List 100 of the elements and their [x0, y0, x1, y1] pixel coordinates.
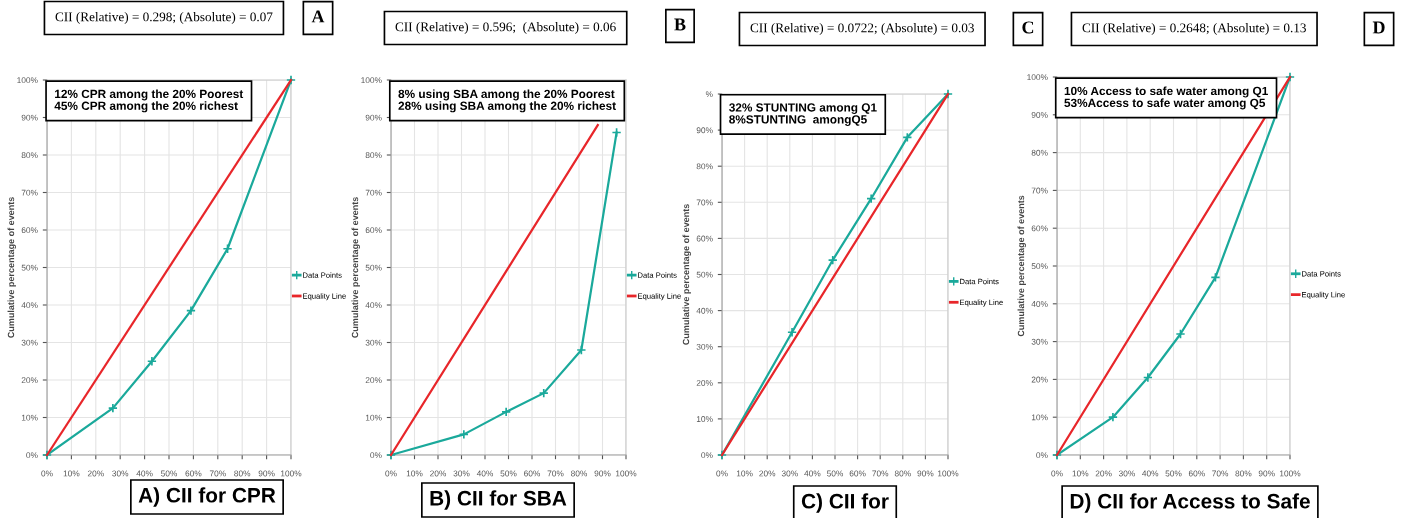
- x-tick-label: 20%: [1095, 470, 1112, 477]
- x-tick-label: 80%: [1235, 470, 1252, 477]
- y-tick-label: 20%: [696, 380, 713, 386]
- y-tick-label: 20%: [1031, 376, 1048, 383]
- annotation: 10% Access to safe water among Q1 53%Access to safe water among Q5: [1064, 86, 1268, 110]
- y-tick-label: 40%: [1031, 301, 1048, 307]
- y-tick-label: 10%: [1031, 414, 1048, 421]
- y-tick-label: 50%: [1031, 263, 1048, 270]
- x-tick-label: 90%: [258, 470, 275, 477]
- y-tick-label: 30%: [21, 339, 38, 346]
- y-tick-label: 80%: [365, 152, 382, 159]
- text: CII (Relative) = 0.596; (Absolute) = 0.06: [395, 22, 616, 34]
- y-tick-label: %: [705, 91, 713, 98]
- y-tick-label: 70%: [21, 189, 38, 196]
- text: B) CII for SBA: [430, 490, 567, 510]
- y-tick-label: 60%: [365, 227, 382, 234]
- y-tick-label: 50%: [696, 271, 713, 278]
- y-tick-label: 0%: [701, 452, 713, 459]
- x-tick-label: 60%: [849, 470, 866, 477]
- text: D: [1372, 21, 1385, 34]
- x-tick-label: 80%: [571, 470, 588, 477]
- y-axis-title: Cumulative percentage of events: [7, 197, 16, 338]
- x-tick-label: 100%: [937, 470, 959, 477]
- y-tick-label: 0%: [26, 452, 38, 459]
- x-tick-label: 60%: [1188, 470, 1205, 477]
- y-tick-label: 60%: [1031, 225, 1048, 232]
- x-tick-label: 0%: [385, 470, 397, 477]
- x-tick-label: 10%: [406, 470, 423, 477]
- point: [902, 132, 913, 143]
- y-tick-label: 20%: [365, 377, 382, 384]
- x-tick-label: 100%: [1279, 470, 1301, 477]
- x-tick-label: 90%: [1258, 470, 1275, 477]
- x-tick-label: 100%: [280, 470, 302, 477]
- x-tick-label: 80%: [894, 470, 911, 477]
- x-tick-label: 50%: [826, 470, 844, 477]
- text: C) CII for: [801, 493, 889, 513]
- x-tick-label: 10%: [736, 470, 753, 477]
- y-tick-label: 10%: [696, 416, 713, 422]
- x-tick-label: 50%: [500, 470, 517, 477]
- y-tick-label: 70%: [1031, 187, 1048, 194]
- y-tick-label: 90%: [696, 127, 713, 134]
- y-tick-label: 100%: [361, 77, 382, 84]
- x-tick-label: 20%: [759, 470, 776, 477]
- y-tick-label: 80%: [696, 163, 713, 170]
- y-tick-label: 100%: [17, 77, 38, 84]
- text: CII (Relative) = 0.298; (Absolute) = 0.07: [55, 12, 273, 24]
- x-tick-label: 10%: [63, 470, 80, 477]
- y-tick-label: 60%: [21, 227, 38, 234]
- x-tick-label: 50%: [160, 470, 178, 477]
- point: [146, 356, 157, 367]
- point: [1107, 412, 1118, 423]
- text: A) CII for CPR: [138, 487, 276, 507]
- text: B: [674, 18, 686, 31]
- y-axis-title: Cumulative percentage of events: [1017, 195, 1026, 337]
- x-tick-label: 0%: [41, 470, 53, 477]
- point: [866, 193, 877, 204]
- y-tick-label: 20%: [21, 377, 38, 384]
- text: CII (Relative) = 0.0722; (Absolute) = 0.03: [750, 23, 974, 35]
- y-tick-label: 40%: [21, 302, 38, 309]
- x-tick-label: 90%: [917, 470, 934, 477]
- y-tick-label: 60%: [696, 235, 713, 242]
- x-tick-label: 40%: [476, 470, 494, 477]
- x-tick-label: 30%: [453, 470, 470, 477]
- x-tick-label: 90%: [594, 470, 611, 477]
- x-tick-label: 30%: [1118, 470, 1135, 477]
- x-tick-label: 60%: [185, 470, 202, 477]
- y-tick-label: 30%: [365, 339, 382, 346]
- x-tick-label: 50%: [1165, 470, 1182, 477]
- annotation: 32% STUNTING among Q1 8%STUNTING amongQ5: [729, 103, 877, 126]
- x-tick-label: 40%: [136, 470, 153, 477]
- x-tick-label: 40%: [804, 470, 821, 477]
- point: [501, 406, 512, 417]
- x-tick-label: 20%: [87, 470, 104, 477]
- y-tick-label: 100%: [1027, 74, 1048, 81]
- annotation: 8% using SBA among the 20% Poorest 28% using SBA among the 20% richest: [398, 89, 616, 113]
- y-tick-label: 0%: [370, 452, 382, 459]
- y-tick-label: 40%: [365, 302, 382, 309]
- x-tick-label: 60%: [524, 470, 541, 477]
- y-tick-label: 50%: [365, 264, 382, 271]
- x-tick-label: 0%: [1051, 470, 1063, 477]
- x-tick-label: 40%: [1142, 470, 1159, 477]
- y-axis-title: Cumulative percentage of events: [351, 197, 360, 338]
- x-tick-label: 80%: [234, 470, 251, 477]
- text: A: [311, 10, 325, 23]
- y-tick-label: 80%: [1031, 149, 1048, 156]
- y-tick-label: 10%: [21, 414, 38, 421]
- x-tick-label: 20%: [430, 470, 447, 477]
- x-tick-label: 100%: [615, 470, 637, 477]
- y-tick-label: 10%: [365, 414, 382, 421]
- y-tick-label: 30%: [1031, 338, 1048, 345]
- x-tick-label: 70%: [872, 470, 889, 477]
- text: CII (Relative) = 0.2648; (Absolute) = 0.13: [1082, 23, 1306, 35]
- y-tick-label: 40%: [696, 307, 713, 314]
- x-tick-label: 30%: [781, 470, 798, 477]
- y-tick-label: 80%: [21, 152, 38, 159]
- point: [827, 255, 838, 266]
- x-tick-label: 10%: [1072, 470, 1089, 477]
- text: D) CII for Access to Safe: [1070, 493, 1310, 513]
- y-tick-label: 90%: [21, 114, 38, 121]
- x-tick-label: 70%: [547, 470, 564, 477]
